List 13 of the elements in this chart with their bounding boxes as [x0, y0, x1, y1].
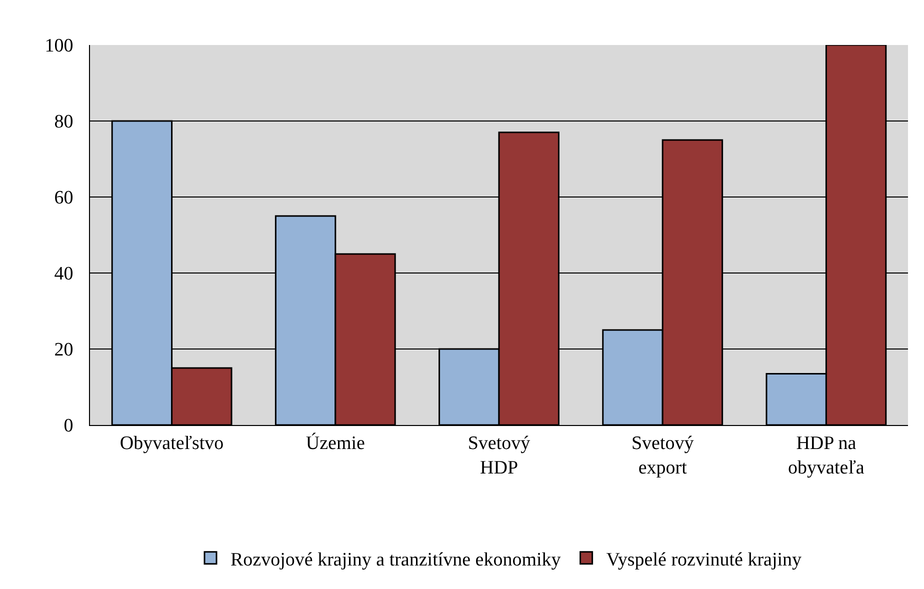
x-tick-label: Svetový export	[631, 432, 694, 478]
x-tick-label: Územie	[306, 432, 365, 454]
legend-label: Rozvojové krajiny a tranzitívne ekonomiky	[230, 549, 562, 570]
x-tick-label: Obyvateľstvo	[120, 432, 224, 454]
y-tick-label: 80	[54, 112, 74, 133]
x-tick-label: HDP na obyvateľa	[788, 432, 865, 478]
y-tick-label: 40	[54, 264, 74, 285]
y-tick-label: 100	[44, 36, 74, 57]
legend-label: Vyspelé rozvinuté krajiny	[606, 549, 802, 570]
y-tick-label: 0	[64, 416, 74, 437]
y-tick-label: 60	[54, 188, 74, 209]
y-tick-label: 20	[54, 340, 74, 361]
x-tick-label: Svetový HDP	[468, 432, 531, 478]
